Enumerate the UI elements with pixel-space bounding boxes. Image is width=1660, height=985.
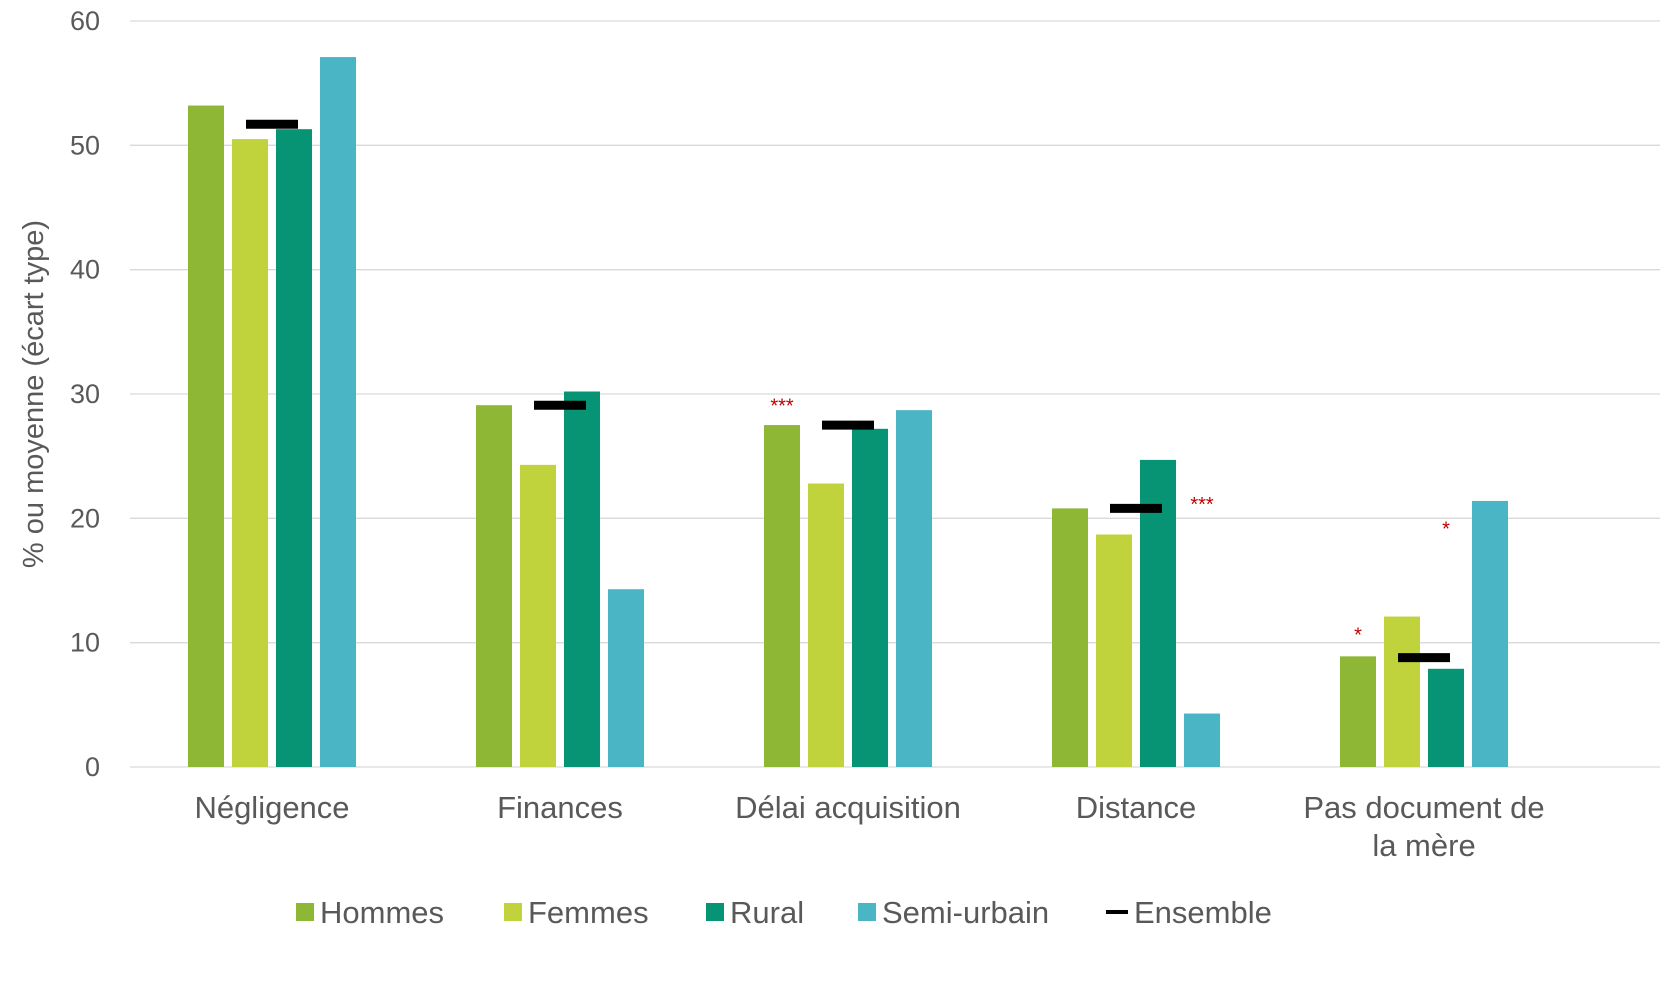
legend-item-semi-urbain: Semi-urbain — [858, 895, 1049, 930]
legend-swatch — [504, 903, 522, 921]
y-tick-label: 20 — [70, 503, 100, 533]
bar-semi-urbain — [1472, 500, 1508, 767]
y-tick-label: 10 — [70, 628, 100, 658]
x-tick-label: Délai acquisition — [735, 790, 961, 825]
bar-hommes — [1052, 508, 1088, 767]
x-tick-label-line: Négligence — [194, 790, 349, 825]
bar-semi-urbain — [320, 57, 356, 768]
bar-rural — [276, 129, 312, 768]
y-tick-label: 60 — [70, 6, 100, 36]
y-tick-label: 50 — [70, 130, 100, 160]
x-tick-label: Négligence — [194, 790, 349, 825]
y-tick-label: 40 — [70, 255, 100, 285]
legend-label: Semi-urbain — [882, 895, 1049, 930]
overall-markers — [246, 119, 1450, 663]
legend-label: Femmes — [528, 895, 649, 930]
bar-rural — [564, 391, 600, 767]
y-tick-label: 0 — [85, 752, 100, 782]
significance-stars: * — [1354, 624, 1362, 646]
legend-swatch — [706, 903, 724, 921]
x-tick-label-line: Finances — [497, 790, 623, 825]
y-tick-label: 30 — [70, 379, 100, 409]
x-tick-label-line: la mère — [1372, 828, 1475, 863]
grid-lines — [130, 20, 1660, 768]
legend-swatch — [296, 903, 314, 921]
x-tick-label: Pas document de la mère — [1303, 790, 1544, 863]
x-tick-label-line: Pas document de — [1303, 790, 1544, 825]
legend: Hommes Femmes Rural Semi-urbain Ensemble — [296, 895, 1272, 930]
x-tick-label-line: Délai acquisition — [735, 790, 961, 825]
bar-hommes — [764, 425, 800, 767]
bar-femmes — [1384, 616, 1420, 767]
legend-label: Rural — [730, 895, 804, 930]
y-axis-ticks: 0 10 20 30 40 50 60 — [70, 6, 100, 782]
significance-stars: *** — [770, 396, 794, 418]
bar-femmes — [520, 464, 556, 767]
legend-swatch — [858, 903, 876, 921]
y-axis-label: % ou moyenne (écart type) — [18, 220, 50, 568]
bar-rural — [852, 428, 888, 767]
x-axis-ticks: Négligence Finances Délai acquisition Dista… — [194, 790, 1544, 863]
bar-hommes — [188, 105, 224, 767]
bar-femmes — [1096, 534, 1132, 767]
significance-stars: *** — [1190, 494, 1214, 516]
significance-annotations: ******** — [770, 396, 1450, 647]
legend-item-femmes: Femmes — [504, 895, 649, 930]
bar-hommes — [1340, 656, 1376, 767]
bar-semi-urbain — [896, 410, 932, 767]
legend-label: Ensemble — [1134, 895, 1272, 930]
bars — [188, 57, 1508, 768]
bar-hommes — [476, 405, 512, 767]
x-tick-label: Finances — [497, 790, 623, 825]
bar-semi-urbain — [1184, 713, 1220, 767]
legend-item-rural: Rural — [706, 895, 804, 930]
bar-femmes — [808, 483, 844, 767]
legend-item-ensemble: Ensemble — [1106, 895, 1272, 930]
legend-item-hommes: Hommes — [296, 895, 444, 930]
bar-semi-urbain — [608, 589, 644, 767]
bar-femmes — [232, 139, 268, 767]
legend-label: Hommes — [320, 895, 444, 930]
x-tick-label-line: Distance — [1076, 790, 1197, 825]
x-tick-label: Distance — [1076, 790, 1197, 825]
bar-rural — [1428, 668, 1464, 767]
significance-stars: * — [1442, 519, 1450, 541]
